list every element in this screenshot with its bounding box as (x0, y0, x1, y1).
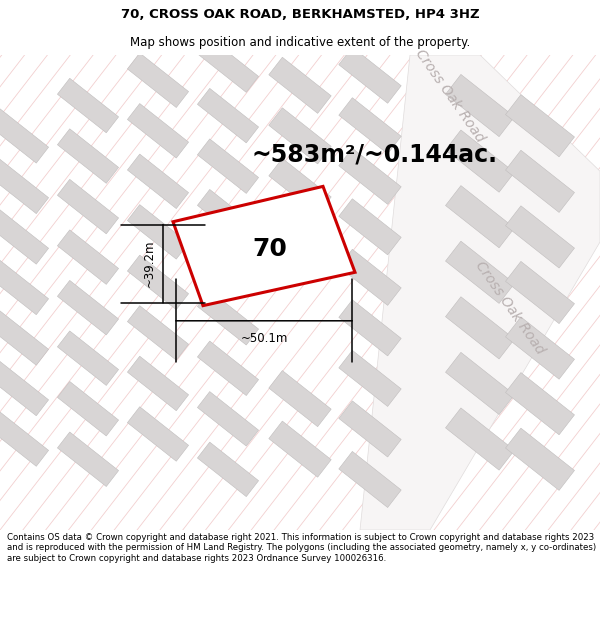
Polygon shape (197, 139, 259, 193)
Text: ~39.2m: ~39.2m (143, 240, 156, 288)
Polygon shape (506, 206, 574, 268)
Polygon shape (360, 55, 600, 530)
Polygon shape (446, 241, 514, 303)
Polygon shape (446, 408, 514, 470)
Polygon shape (197, 341, 259, 396)
Polygon shape (0, 159, 49, 214)
Polygon shape (446, 186, 514, 248)
Polygon shape (339, 351, 401, 406)
Polygon shape (58, 331, 119, 386)
Polygon shape (197, 189, 259, 244)
Polygon shape (58, 281, 119, 335)
Polygon shape (127, 407, 188, 461)
Polygon shape (339, 249, 401, 306)
Polygon shape (197, 88, 259, 143)
Polygon shape (58, 78, 119, 132)
Polygon shape (58, 432, 119, 486)
Polygon shape (197, 38, 259, 92)
Text: ~583m²/~0.144ac.: ~583m²/~0.144ac. (252, 142, 498, 167)
Text: Contains OS data © Crown copyright and database right 2021. This information is : Contains OS data © Crown copyright and d… (7, 533, 596, 562)
Polygon shape (58, 230, 119, 284)
Polygon shape (127, 104, 188, 158)
Polygon shape (446, 352, 514, 414)
Text: Cross Oak Road: Cross Oak Road (473, 259, 547, 357)
Polygon shape (269, 107, 331, 164)
Polygon shape (0, 412, 49, 466)
Polygon shape (446, 297, 514, 359)
Polygon shape (127, 204, 188, 259)
Text: 70: 70 (253, 237, 287, 261)
Polygon shape (506, 94, 574, 157)
Polygon shape (127, 306, 188, 360)
Polygon shape (339, 199, 401, 255)
Polygon shape (127, 356, 188, 411)
Polygon shape (269, 58, 331, 113)
Polygon shape (269, 421, 331, 478)
Polygon shape (173, 186, 355, 306)
Polygon shape (58, 129, 119, 183)
Polygon shape (339, 300, 401, 356)
Polygon shape (506, 317, 574, 379)
Text: ~50.1m: ~50.1m (241, 332, 287, 345)
Polygon shape (127, 154, 188, 209)
Polygon shape (0, 311, 49, 365)
Polygon shape (339, 98, 401, 154)
Polygon shape (127, 255, 188, 309)
Polygon shape (269, 158, 331, 214)
Polygon shape (339, 148, 401, 204)
Polygon shape (0, 361, 49, 416)
Polygon shape (197, 291, 259, 345)
Polygon shape (339, 47, 401, 103)
Polygon shape (58, 179, 119, 234)
Polygon shape (446, 74, 514, 137)
Polygon shape (197, 442, 259, 497)
Polygon shape (506, 261, 574, 324)
Polygon shape (446, 130, 514, 192)
Polygon shape (506, 150, 574, 213)
Polygon shape (0, 260, 49, 315)
Polygon shape (197, 240, 259, 294)
Polygon shape (0, 209, 49, 264)
Polygon shape (127, 53, 188, 108)
Polygon shape (339, 401, 401, 457)
Polygon shape (0, 109, 49, 163)
Polygon shape (269, 371, 331, 427)
Text: 70, CROSS OAK ROAD, BERKHAMSTED, HP4 3HZ: 70, CROSS OAK ROAD, BERKHAMSTED, HP4 3HZ (121, 8, 479, 21)
Text: Map shows position and indicative extent of the property.: Map shows position and indicative extent… (130, 36, 470, 49)
Polygon shape (58, 381, 119, 436)
Polygon shape (506, 372, 574, 435)
Polygon shape (339, 451, 401, 508)
Polygon shape (506, 428, 574, 491)
Text: Cross Oak Road: Cross Oak Road (413, 46, 487, 144)
Polygon shape (197, 392, 259, 446)
